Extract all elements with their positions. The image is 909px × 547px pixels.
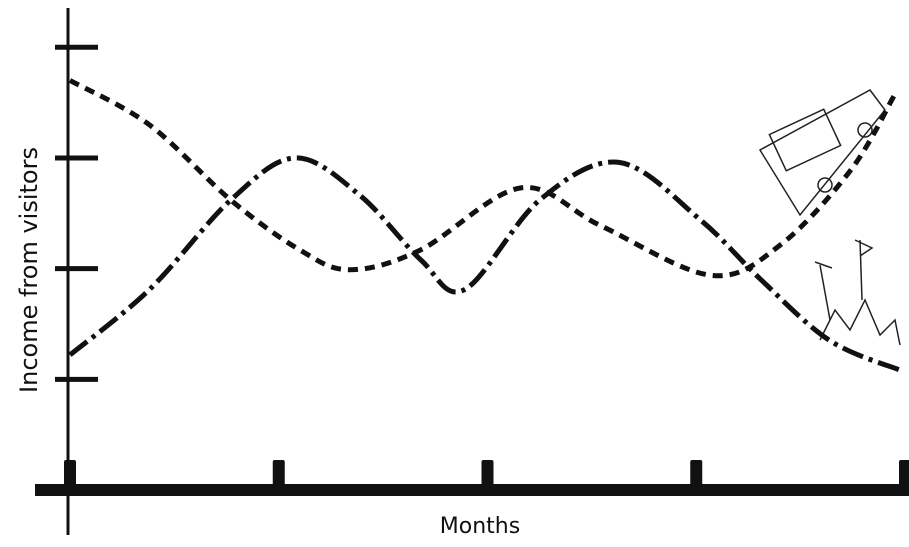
sketch-bus	[758, 89, 886, 217]
x-tick	[690, 460, 703, 494]
x-tick	[272, 460, 285, 494]
sketch-wheel	[857, 122, 873, 138]
x-tick	[481, 460, 494, 494]
sketch-people	[819, 298, 901, 346]
y-axis-label: Income from visitors	[15, 147, 43, 393]
x-axis-label: Months	[440, 514, 520, 539]
line-series	[68, 155, 902, 373]
x-tick	[899, 460, 909, 494]
x-tick	[64, 460, 76, 494]
sketch-flag	[854, 239, 874, 301]
sketch-flag	[814, 261, 833, 321]
line-series	[68, 78, 897, 279]
sketch-vehicles	[758, 89, 901, 346]
sketch-window	[768, 108, 842, 172]
sketch-wheel	[817, 177, 833, 193]
